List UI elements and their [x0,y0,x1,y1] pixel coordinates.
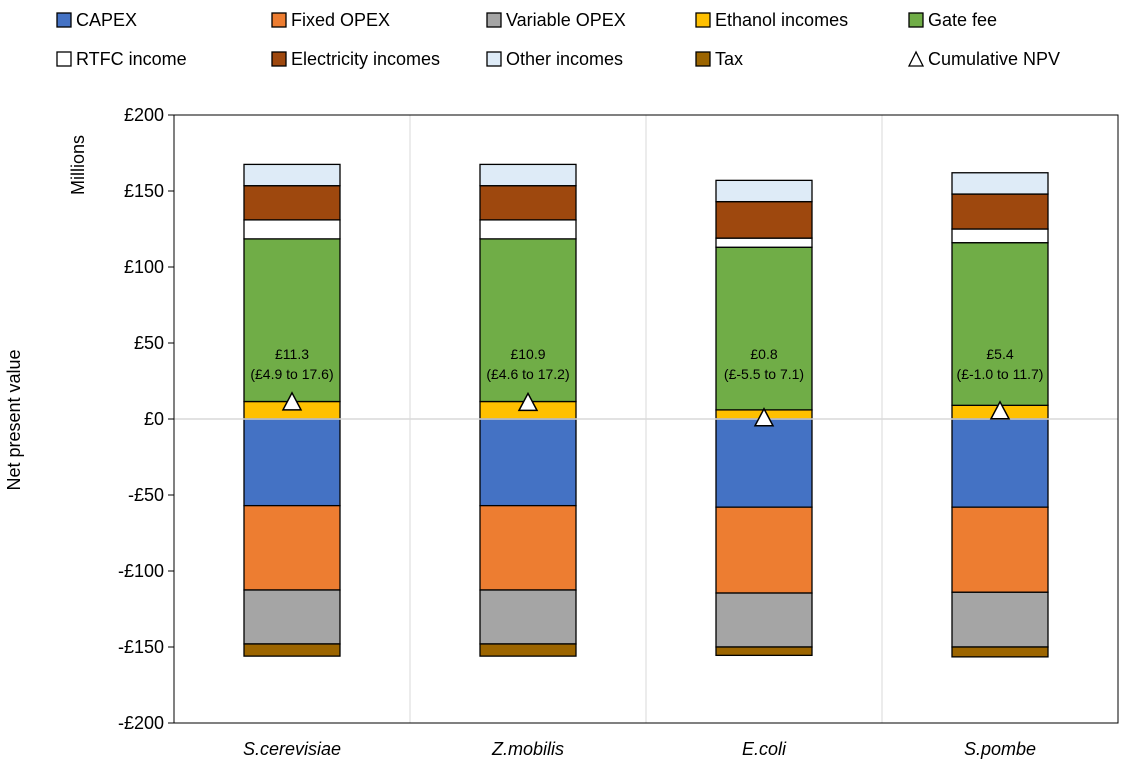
bar-segment-tax [715,646,813,657]
y-axis-unit: Millions [68,135,88,195]
bar-segment-fixed-opex [243,504,341,591]
bar-segment-electricity-incomes [715,200,813,239]
bar-segment-variable-opex [243,589,341,645]
legend-swatch-fixed-opex [271,12,287,28]
bar-segment-variable-opex [479,589,577,645]
bar-segment-capex [951,418,1049,508]
y-tick-label: £100 [124,257,164,277]
bar-segment-rtfc-income [243,219,341,240]
npv-range-label: (£4.6 to 17.2) [486,366,569,382]
bar-segment-variable-opex [951,591,1049,648]
legend-swatch-rtfc-income [56,51,72,67]
cumulative-npv-marker [753,407,775,427]
bar-segment-fixed-opex [951,506,1049,593]
legend-swatch-other-incomes [486,51,502,67]
bar-segment-capex [243,418,341,507]
npv-range-label: (£-1.0 to 11.7) [957,366,1044,382]
npv-markers [281,391,1011,427]
legend-swatch-gate-fee [908,12,924,28]
bar-segment-rtfc-income [479,219,577,240]
legend-label-capex: CAPEX [76,10,137,30]
legend-swatch-electricity-incomes [271,51,287,67]
npv-range-label: (£-5.5 to 7.1) [724,366,804,382]
bar-segment-electricity-incomes [479,185,577,221]
bar-segment-tax [243,643,341,657]
cumulative-npv-marker [989,400,1011,420]
bar-segment-other-incomes [715,179,813,203]
legend-label-gate-fee: Gate fee [928,10,997,30]
bar-segment-rtfc-income [715,237,813,248]
npv-annotations: £11.3 (£4.9 to 17.6) £10.9 (£4.6 to 17.2) £0… [250,346,1043,382]
legend-label-variable-opex: Variable OPEX [506,10,626,30]
bar-segment-rtfc-income [951,228,1049,244]
legend-swatch-capex [56,12,72,28]
bar-segment-electricity-incomes [951,193,1049,230]
legend-swatch-cumulative-npv [907,50,925,67]
bar-segment-gate-fee [951,242,1049,406]
npv-range-label: (£4.9 to 17.6) [250,366,333,382]
y-axis-label: Net present value [4,349,24,490]
bar-segment-capex [479,418,577,507]
x-category-label: S.pombe [964,739,1036,759]
legend-label-rtfc-income: RTFC income [76,49,187,69]
y-tick-label: £0 [144,409,164,429]
npv-value-label: £0.8 [750,346,777,362]
bar-segment-electricity-incomes [243,185,341,221]
legend-label-electricity-incomes: Electricity incomes [291,49,440,69]
y-tick-label: -£100 [118,561,164,581]
y-tick-label: -£200 [118,713,164,733]
y-tick-label: £150 [124,181,164,201]
legend-label-other-incomes: Other incomes [506,49,623,69]
npv-value-label: £5.4 [986,346,1013,362]
bar-segment-tax [951,646,1049,658]
legend-swatch-variable-opex [486,12,502,28]
bar-segment-gate-fee [479,238,577,403]
bar-segment-fixed-opex [479,504,577,591]
x-category-label: Z.mobilis [491,739,564,759]
y-tick-label: £50 [134,333,164,353]
x-category-label: S.cerevisiae [243,739,341,759]
bar-segment-variable-opex [715,592,813,648]
bar-segment-gate-fee [715,246,813,411]
bar-segment-fixed-opex [715,506,813,594]
legend-label-ethanol-incomes: Ethanol incomes [715,10,848,30]
legend-label-tax: Tax [715,49,743,69]
y-tick-label: -£150 [118,637,164,657]
legend-label-cumulative-npv: Cumulative NPV [928,49,1060,69]
npv-value-label: £10.9 [510,346,545,362]
bar-segment-capex [715,418,813,508]
chart-legend: CAPEX Fixed OPEX Variable OPEX Ethanol inco… [56,10,1060,69]
legend-swatch-ethanol-incomes [695,12,711,28]
cumulative-npv-marker [517,391,539,412]
cumulative-npv-marker [281,391,303,411]
legend-label-fixed-opex: Fixed OPEX [291,10,390,30]
bar-segment-other-incomes [951,172,1049,195]
x-category-label: E.coli [742,739,787,759]
chart-bars [243,163,1049,658]
y-tick-label: £200 [124,105,164,125]
bar-segment-other-incomes [479,163,577,187]
bar-segment-tax [479,643,577,657]
chart-axes: -£200 -£150 -£100 -£50 £0 £50 £100 £150 £200 S.ce… [118,105,1119,759]
bar-segment-other-incomes [243,163,341,187]
legend-swatch-tax [695,51,711,67]
y-tick-label: -£50 [128,485,164,505]
npv-value-label: £11.3 [275,346,309,362]
